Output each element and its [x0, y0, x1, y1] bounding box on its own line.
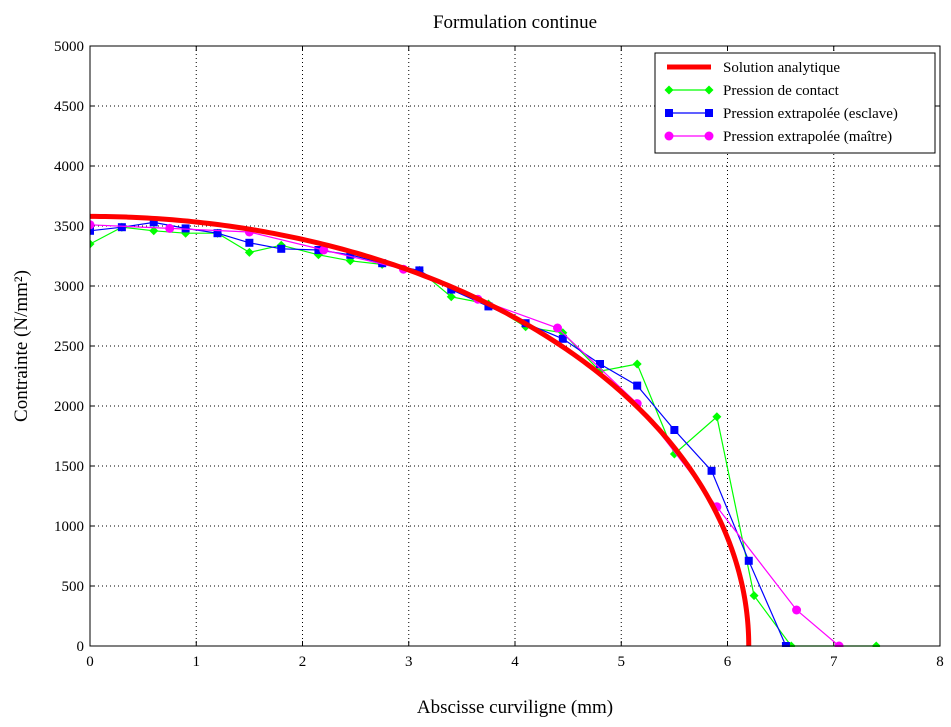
- plot-frame: [89, 45, 941, 647]
- data-point: [117, 223, 126, 232]
- legend-marker: [705, 109, 713, 117]
- axis-ticks: 0 1 2 3 4 5 6 7 8 0 500 1000 1500 2000 2500 3000 3500 400…: [54, 39, 944, 670]
- data-point: [447, 285, 456, 294]
- legend-label: Pression extrapolée (maître): [723, 129, 892, 145]
- data-point: [149, 226, 159, 236]
- legend-item: Pression extrapolée (esclave): [665, 106, 898, 122]
- x-tick-label: 7: [830, 654, 838, 670]
- data-point: [415, 266, 424, 275]
- x-tick-label: 8: [936, 654, 944, 670]
- legend-marker: [665, 109, 673, 117]
- data-point: [632, 359, 642, 369]
- data-point: [707, 466, 716, 475]
- series-pression-de-contact: [90, 222, 881, 647]
- x-tick-label: 4: [511, 654, 519, 670]
- y-tick-label: 4500: [54, 99, 84, 115]
- data-point: [712, 412, 722, 422]
- data-point: [314, 246, 323, 254]
- y-tick-label: 4000: [54, 159, 84, 175]
- data-point: [90, 226, 94, 235]
- y-axis-title: Contrainte (N/mm²): [11, 270, 32, 422]
- data-point: [165, 223, 175, 233]
- data-point: [90, 220, 95, 230]
- data-point: [749, 591, 759, 601]
- x-axis-title: Abscisse curviligne (mm): [417, 697, 613, 718]
- legend-label: Pression extrapolée (esclave): [723, 106, 898, 122]
- series-layer: [90, 213, 881, 647]
- y-tick-label: 500: [62, 579, 85, 595]
- x-tick-label: 2: [299, 654, 307, 670]
- y-tick-label: 1000: [54, 519, 84, 535]
- data-point: [792, 605, 802, 615]
- series-line: [90, 224, 840, 647]
- data-point: [553, 323, 562, 333]
- x-tick-label: 3: [405, 654, 413, 670]
- y-tick-label: 2000: [54, 399, 84, 415]
- legend-item: Pression de contact: [664, 83, 840, 99]
- x-tick-label: 5: [618, 654, 626, 670]
- data-point: [277, 244, 286, 253]
- x-tick-label: 1: [193, 654, 201, 670]
- legend-label: Pression de contact: [723, 83, 840, 99]
- data-point: [744, 556, 753, 565]
- data-point: [213, 229, 222, 238]
- data-point: [181, 224, 190, 233]
- data-point: [633, 381, 642, 390]
- y-tick-label: 2500: [54, 339, 84, 355]
- legend-label: Solution analytique: [723, 60, 840, 76]
- y-tick-label: 3000: [54, 279, 84, 295]
- legend-marker: [664, 131, 674, 141]
- data-point: [149, 218, 158, 227]
- legend-item: Pression extrapolée (maître): [664, 129, 892, 145]
- legend-marker: [704, 85, 714, 95]
- data-point: [90, 239, 95, 249]
- chart-title: Formulation continue: [433, 12, 597, 33]
- legend: Solution analytique Pression de contact Pr…: [654, 52, 936, 154]
- x-tick-label: 6: [724, 654, 732, 670]
- legend-item: Solution analytique: [667, 60, 840, 76]
- data-point: [558, 334, 567, 343]
- legend-marker: [664, 85, 674, 95]
- y-tick-label: 3500: [54, 219, 84, 235]
- series-line: [90, 226, 877, 647]
- x-tick-label: 0: [86, 654, 94, 670]
- y-tick-label: 5000: [54, 39, 84, 55]
- data-point: [446, 292, 456, 302]
- series-pression-extrapol-e-ma-tre-: [90, 220, 844, 647]
- y-tick-label: 1500: [54, 459, 84, 475]
- data-point: [319, 245, 329, 255]
- data-point: [346, 250, 355, 259]
- data-point: [596, 360, 604, 368]
- data-point: [781, 642, 790, 647]
- legend-marker: [704, 131, 714, 141]
- series-line: [90, 213, 752, 647]
- y-tick-label: 0: [77, 639, 85, 655]
- series-solution-analytique: [90, 213, 752, 647]
- data-point: [670, 426, 679, 434]
- data-point: [244, 247, 254, 257]
- data-point: [245, 238, 254, 247]
